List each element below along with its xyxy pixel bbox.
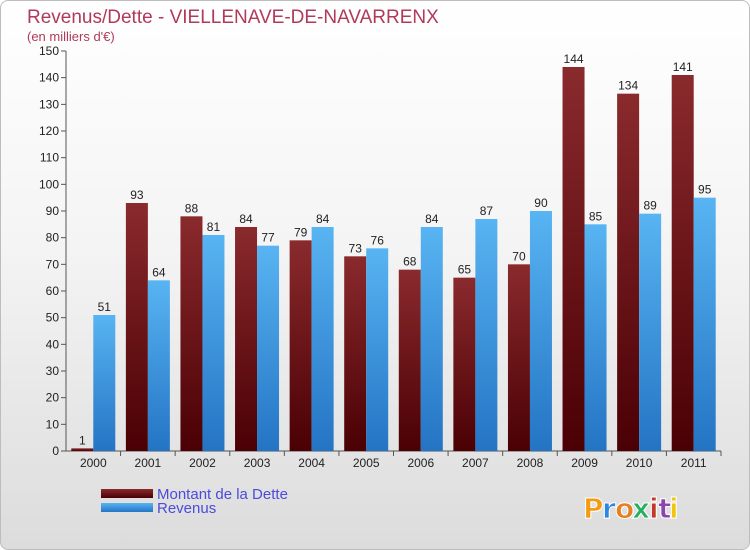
bar-dette (398, 269, 421, 451)
y-tick-label: 70 (46, 257, 60, 271)
y-tick-label: 40 (46, 337, 60, 351)
bar-revenus (639, 213, 662, 451)
x-tick-label: 2003 (244, 456, 271, 470)
y-tick-label: 50 (46, 311, 60, 325)
bar-revenus (202, 235, 225, 451)
bar-revenus (311, 227, 334, 451)
x-tick-label: 2002 (189, 456, 216, 470)
logo-letter: r (602, 492, 616, 525)
chart-subtitle: (en milliers d'€) (27, 29, 115, 44)
y-tick-label: 10 (46, 417, 60, 431)
bar-value-label: 70 (512, 249, 526, 263)
bar-dette (125, 203, 148, 451)
y-tick-label: 60 (46, 284, 60, 298)
bar-revenus (475, 219, 498, 451)
bar-dette (507, 264, 530, 451)
legend-swatch (101, 503, 153, 512)
y-tick-label: 30 (46, 364, 60, 378)
x-tick-label: 2000 (80, 456, 107, 470)
x-tick-label: 2007 (462, 456, 489, 470)
bar-dette (453, 277, 476, 451)
bar-value-label: 89 (643, 199, 657, 213)
x-tick-label: 2001 (135, 456, 162, 470)
y-tick-label: 140 (39, 71, 59, 85)
axes: 0 10 20 30 40 50 60 70 80 90 100 110 120 130 140 150 200… (39, 44, 722, 470)
y-tick-label: 110 (40, 151, 59, 165)
bar-value-label: 88 (185, 201, 199, 215)
bar-dette (671, 75, 694, 451)
bar-dette (344, 256, 367, 451)
y-tick-label: 0 (52, 444, 59, 458)
x-tick-label: 2005 (353, 456, 380, 470)
bar-value-label: 85 (589, 209, 603, 223)
bar-value-label: 1 (79, 433, 86, 447)
bar-revenus (257, 245, 280, 451)
bar-value-label: 84 (316, 212, 330, 226)
y-tick-label: 90 (46, 204, 60, 218)
y-tick-label: 20 (46, 391, 60, 405)
y-tick-label: 150 (39, 44, 59, 58)
x-tick-label: 2008 (517, 456, 544, 470)
bar-value-label: 73 (349, 241, 363, 255)
bar-revenus (93, 315, 116, 451)
bar-revenus (529, 211, 552, 451)
bar-dette (289, 240, 312, 451)
bar-revenus (366, 248, 389, 451)
bar-value-label: 65 (458, 263, 472, 277)
logo-letter: i (649, 492, 659, 525)
bar-value-label: 144 (564, 52, 584, 66)
bar-value-label: 77 (261, 231, 275, 245)
proxiti-logo: Pr oxi ti (583, 492, 680, 526)
bar-value-label: 64 (152, 265, 166, 279)
bar-dette (617, 93, 640, 452)
y-tick-label: 100 (39, 177, 59, 191)
bar-revenus (147, 280, 170, 451)
chart-title: Revenus/Dette - VIELLENAVE-DE-NAVARRENX (27, 7, 439, 28)
y-tick-label: 80 (46, 231, 60, 245)
logo-letter: P (583, 492, 604, 525)
bar-value-label: 81 (207, 220, 221, 234)
logo-letter: i (669, 492, 679, 525)
bar-value-label: 93 (130, 188, 144, 202)
bar-revenus (584, 224, 607, 451)
x-tick-label: 2006 (407, 456, 434, 470)
bar-value-label: 76 (371, 233, 385, 247)
x-tick-label: 2009 (571, 456, 598, 470)
legend-swatch (101, 489, 153, 498)
legend-label: Montant de la Dette (157, 486, 288, 503)
bars: 1 51 93 64 88 81 84 77 79 84 73 76 68 84 65 87 70 90 144 85… (71, 52, 716, 452)
bar-value-label: 51 (98, 300, 112, 314)
y-tick-label: 130 (39, 97, 59, 111)
legend-label: Revenus (157, 500, 216, 517)
x-tick-label: 2011 (681, 456, 707, 470)
bar-dette (235, 227, 258, 451)
bar-value-label: 90 (534, 196, 548, 210)
bar-dette (562, 67, 585, 451)
bar-value-label: 141 (673, 60, 693, 74)
bar-value-label: 95 (698, 183, 712, 197)
bar-value-label: 84 (239, 212, 253, 226)
y-tick-label: 120 (39, 124, 59, 138)
logo-letter: x (632, 492, 650, 525)
bar-revenus (693, 197, 716, 451)
bar-value-label: 134 (618, 79, 638, 93)
logo-letter: o (615, 492, 634, 525)
bar-value-label: 79 (294, 225, 308, 239)
bar-value-label: 87 (480, 204, 494, 218)
x-tick-label: 2004 (298, 456, 325, 470)
logo-letter: t (658, 492, 671, 525)
bar-dette (180, 216, 203, 451)
x-tick-label: 2010 (626, 456, 653, 470)
bar-value-label: 84 (425, 212, 439, 226)
bar-dette (71, 448, 94, 451)
bar-value-label: 68 (403, 255, 417, 269)
bar-revenus (420, 227, 443, 451)
